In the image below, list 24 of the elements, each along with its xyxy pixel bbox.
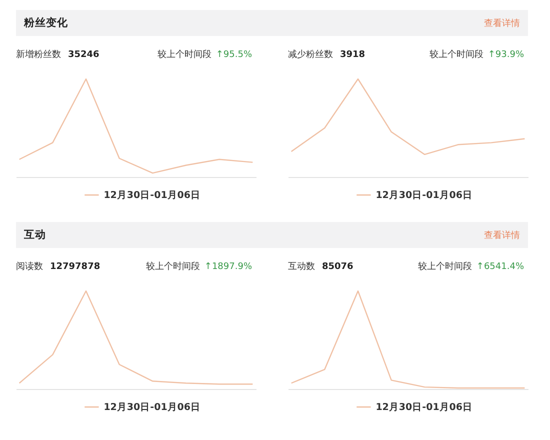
- chart-subtitle: 85076: [322, 262, 354, 272]
- text: 互动: [23, 228, 46, 241]
- chart-subtitle: 12797878: [50, 262, 100, 272]
- text: 较上个时间段: [418, 261, 472, 272]
- text: 较上个时间段: [146, 261, 200, 272]
- chart-title: 互动数: [288, 261, 315, 272]
- chart-title: 减少粉丝数: [288, 49, 333, 60]
- legend-label: 12月30日-01月06日: [376, 190, 473, 201]
- text: ↑1897.9%: [204, 262, 252, 272]
- text: ↑93.9%: [488, 50, 524, 60]
- text: 粉丝变化: [23, 16, 69, 29]
- text: ↑6541.4%: [476, 262, 524, 272]
- legend-label: 12月30日-01月06日: [104, 402, 201, 413]
- chart-title: 新增粉丝数: [16, 49, 61, 60]
- chart-title: 阅读数: [16, 261, 43, 272]
- chart-subtitle: 3918: [340, 50, 366, 60]
- text: 较上个时间段: [429, 49, 484, 60]
- text: ↑95.5%: [216, 50, 252, 60]
- legend-label: 12月30日-01月06日: [376, 402, 473, 413]
- text: 查看详情: [484, 18, 520, 29]
- legend-label: 12月30日-01月06日: [104, 190, 201, 201]
- text: 查看详情: [484, 230, 520, 241]
- text: 较上个时间段: [157, 49, 212, 60]
- chart-subtitle: 35246: [68, 50, 100, 60]
